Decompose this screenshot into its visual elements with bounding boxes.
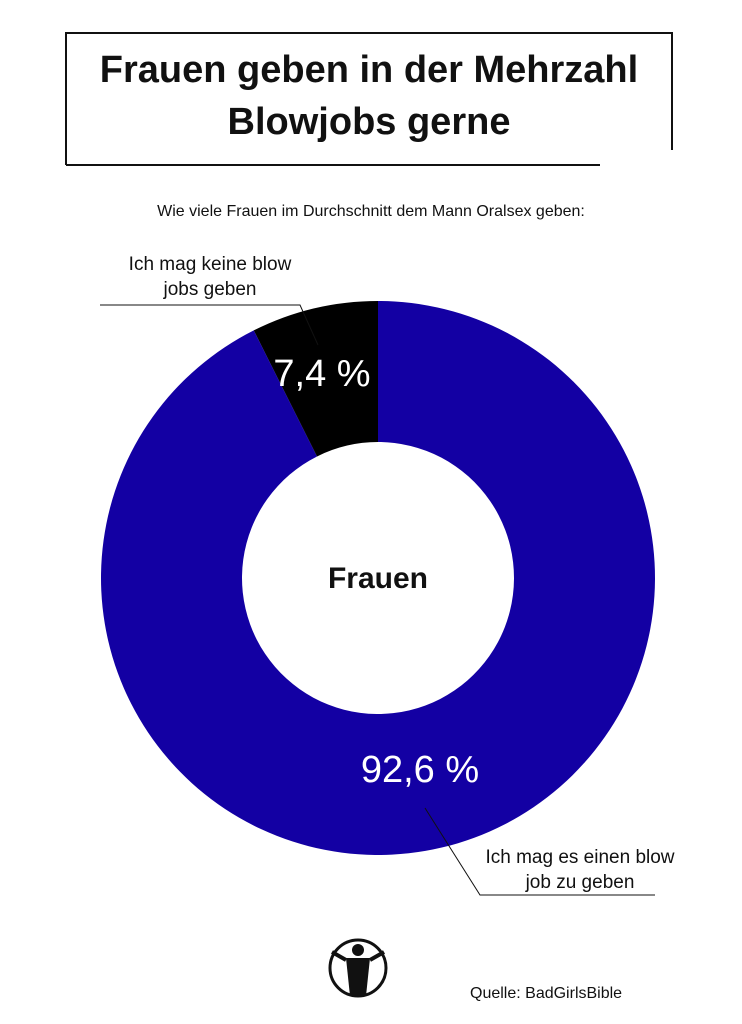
- leader-line: [100, 304, 319, 346]
- donut-slice: [100, 301, 655, 855]
- value-label: 7,4 %: [273, 353, 370, 395]
- category-label: Ich mag keine blow jobs geben: [128, 254, 292, 300]
- chart-title: Frauen geben in der Mehrzahl Blowjobs ge…: [99, 49, 639, 143]
- chart-subtitle: Wie viele Frauen im Durchschnitt dem Man…: [157, 203, 585, 220]
- leader-line: [424, 807, 655, 896]
- donut-slice: [253, 301, 378, 457]
- title-frame: [65, 32, 673, 165]
- source: Quelle: BadGirlsBible: [470, 985, 623, 1002]
- category-label: Ich mag es einen blow job zu geben: [485, 847, 675, 893]
- logo: [328, 938, 388, 998]
- center-label: Frauen: [328, 562, 428, 595]
- value-label: 92,6 %: [361, 749, 479, 791]
